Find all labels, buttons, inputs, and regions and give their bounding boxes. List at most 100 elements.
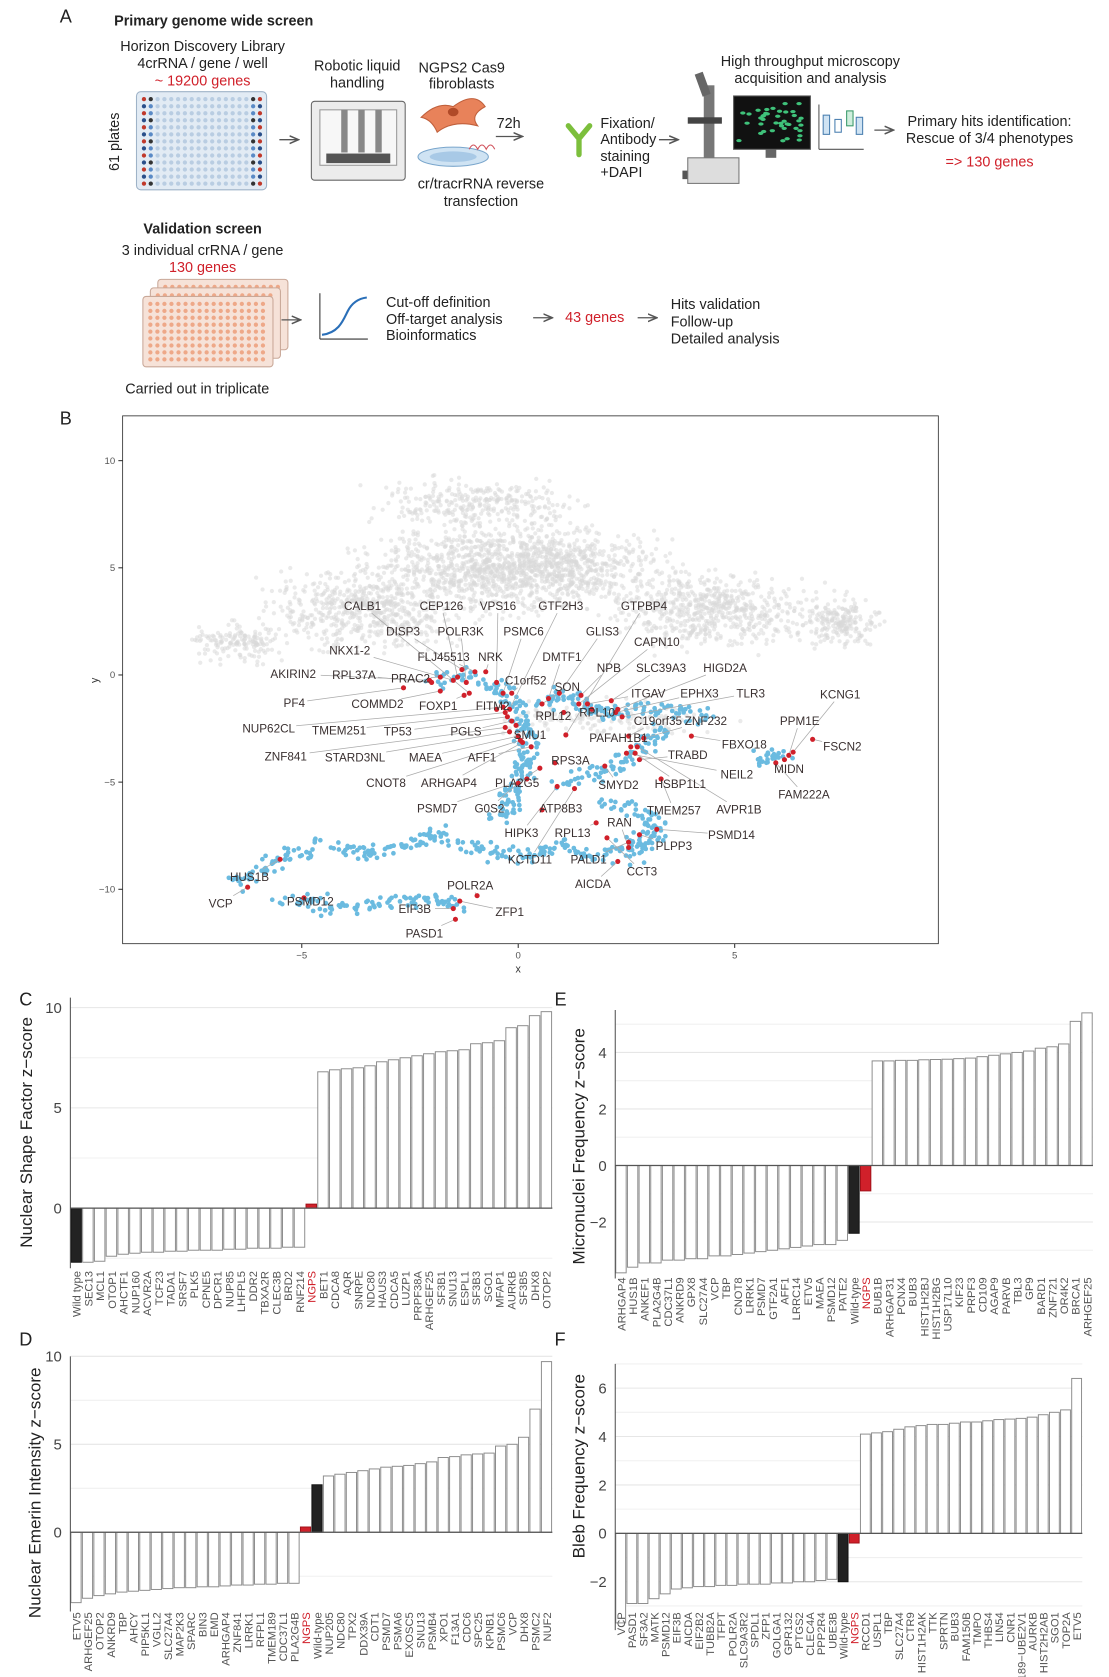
background-point bbox=[797, 612, 803, 617]
background-point bbox=[482, 569, 487, 574]
plate-well bbox=[251, 146, 256, 151]
cluster-point bbox=[336, 840, 341, 845]
background-point bbox=[347, 588, 352, 593]
background-point bbox=[219, 638, 224, 644]
background-point bbox=[367, 629, 372, 634]
background-point bbox=[643, 557, 648, 562]
background-point bbox=[759, 616, 765, 621]
background-point bbox=[491, 583, 496, 589]
background-point bbox=[444, 538, 449, 543]
plate-well bbox=[155, 139, 160, 144]
cluster-point bbox=[445, 838, 451, 844]
plate-well bbox=[203, 153, 208, 158]
background-point bbox=[496, 531, 502, 536]
cluster-point bbox=[523, 723, 529, 729]
background-point bbox=[414, 507, 419, 512]
background-point bbox=[391, 611, 396, 616]
background-point bbox=[563, 726, 569, 731]
background-point bbox=[475, 538, 480, 543]
plate-well bbox=[141, 132, 147, 137]
cluster-point bbox=[272, 869, 277, 874]
background-point bbox=[475, 561, 480, 567]
plate-well bbox=[169, 167, 174, 172]
background-point bbox=[422, 544, 427, 549]
background-point bbox=[531, 604, 537, 610]
background-point bbox=[552, 578, 558, 584]
cluster-point bbox=[481, 677, 486, 682]
background-point bbox=[454, 593, 459, 599]
background-point bbox=[801, 588, 806, 594]
plate-well bbox=[182, 174, 188, 179]
background-point bbox=[613, 572, 618, 577]
background-point bbox=[226, 654, 231, 659]
background-point bbox=[832, 598, 838, 603]
background-point bbox=[204, 642, 210, 648]
background-point bbox=[794, 622, 800, 627]
background-point bbox=[425, 589, 430, 594]
background-point bbox=[283, 579, 288, 584]
background-point bbox=[626, 612, 631, 617]
background-point bbox=[336, 610, 342, 615]
background-point bbox=[741, 590, 747, 595]
background-point bbox=[592, 543, 597, 548]
background-point bbox=[762, 606, 767, 611]
background-point bbox=[380, 507, 385, 512]
plate-well bbox=[196, 146, 201, 151]
background-point bbox=[651, 528, 657, 533]
cluster-point bbox=[259, 856, 265, 862]
background-point bbox=[584, 580, 589, 586]
background-point bbox=[429, 615, 434, 620]
background-point bbox=[598, 566, 603, 571]
background-point bbox=[596, 572, 601, 577]
background-point bbox=[349, 630, 354, 635]
cluster-point bbox=[514, 700, 519, 706]
background-point bbox=[836, 605, 841, 610]
background-point bbox=[401, 513, 407, 518]
plate-well bbox=[244, 139, 249, 144]
plate-well bbox=[182, 132, 188, 137]
background-point bbox=[630, 578, 635, 583]
plate-well bbox=[203, 125, 208, 130]
background-point bbox=[698, 626, 704, 631]
background-point bbox=[679, 644, 685, 649]
background-point bbox=[826, 625, 831, 630]
background-point bbox=[658, 616, 663, 621]
cluster-point bbox=[646, 817, 651, 822]
background-point bbox=[638, 562, 643, 568]
background-point bbox=[680, 562, 686, 567]
background-point bbox=[674, 625, 679, 631]
background-point bbox=[488, 519, 493, 524]
cluster-point bbox=[423, 842, 429, 848]
background-point bbox=[268, 639, 273, 644]
plate-well bbox=[251, 160, 256, 165]
background-point bbox=[496, 496, 502, 501]
cluster-point bbox=[402, 894, 407, 900]
cluster-point bbox=[253, 864, 259, 870]
background-point bbox=[319, 618, 324, 624]
background-point bbox=[566, 552, 572, 557]
plate-well bbox=[148, 125, 153, 130]
cluster-point bbox=[378, 895, 383, 900]
background-point bbox=[312, 616, 318, 621]
background-point bbox=[864, 622, 870, 627]
background-point bbox=[476, 516, 481, 521]
background-point bbox=[604, 694, 609, 700]
background-point bbox=[484, 559, 489, 564]
plate-well bbox=[251, 104, 256, 109]
background-point bbox=[565, 531, 571, 536]
plate-well bbox=[230, 167, 235, 172]
background-point bbox=[431, 556, 436, 561]
background-point bbox=[756, 653, 761, 658]
background-point bbox=[671, 605, 676, 611]
plate-well bbox=[182, 104, 188, 109]
background-point bbox=[242, 641, 247, 646]
background-point bbox=[431, 577, 436, 583]
background-point bbox=[748, 599, 753, 604]
background-point bbox=[640, 567, 645, 572]
background-point bbox=[670, 628, 675, 633]
background-point bbox=[585, 543, 590, 549]
plate-well bbox=[196, 125, 201, 130]
background-point bbox=[330, 589, 335, 594]
cluster-point bbox=[572, 776, 578, 782]
background-point bbox=[544, 490, 549, 496]
